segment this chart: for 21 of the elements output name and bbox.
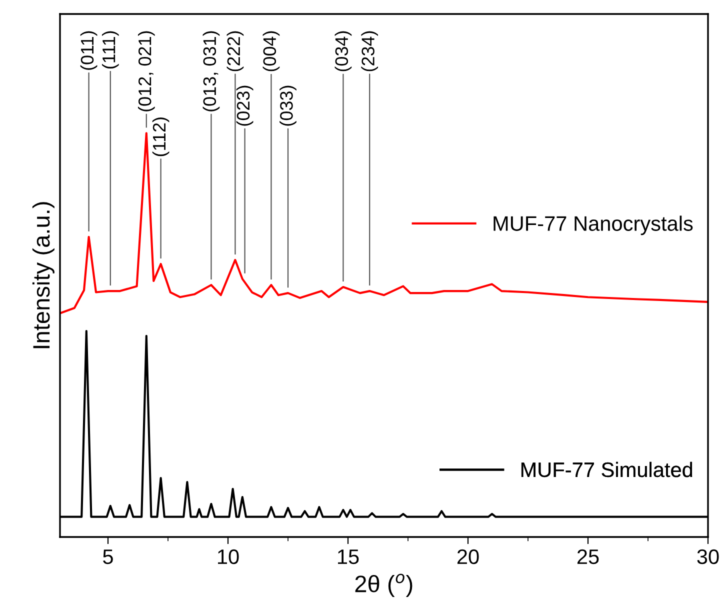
annotation: (004)	[262, 31, 280, 72]
annotation: (023)	[236, 86, 254, 126]
legend-label: MUF-77 Nanocrystals	[494, 216, 693, 236]
x-tick-label: 30	[697, 549, 719, 564]
x-tick-label: 10	[218, 549, 239, 564]
x-tick-label: 25	[577, 549, 599, 564]
x-tick-label: 5	[103, 550, 113, 564]
annotation: (011)	[80, 31, 98, 70]
legend-label: MUF-77 Simulated	[521, 462, 692, 478]
annotation: (112)	[152, 118, 170, 156]
x-tick-label: 20	[457, 549, 479, 564]
annotation: (013, 031)	[202, 31, 220, 112]
x-tick-label: 15	[338, 550, 359, 564]
annotation: (222)	[226, 31, 244, 72]
annotation: (234)	[361, 31, 378, 72]
x-axis-title: 2θ ($^{o}$)	[355, 574, 412, 597]
annotation: (034)	[334, 31, 352, 72]
annotation: (111)	[102, 31, 119, 69]
y-axis-title: Intensity (a.u.)	[32, 202, 54, 348]
annotation: (033)	[280, 86, 296, 126]
annotation: (012, 021)	[138, 31, 155, 112]
